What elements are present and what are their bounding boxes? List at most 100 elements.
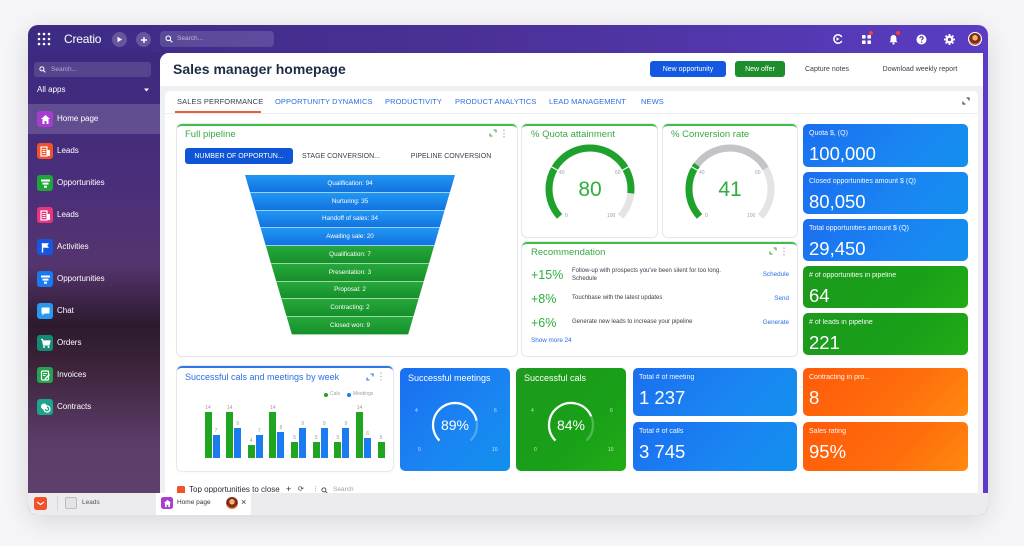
all-apps-dropdown[interactable]: All apps — [28, 82, 160, 98]
bar-meetings[interactable] — [364, 438, 372, 458]
bar-cals[interactable] — [312, 441, 320, 458]
tab-product-analytics[interactable]: PRODUCT ANALYTICS — [455, 97, 537, 106]
segment-pipeline-conversion[interactable]: PIPELINE CONVERSION — [410, 152, 492, 160]
sidebar-search-input[interactable]: Search... — [34, 62, 151, 77]
bar-value-label: 5 — [293, 434, 296, 441]
funnel-stage[interactable]: Nurturing: 35 — [245, 192, 455, 211]
close-icon[interactable]: × — [241, 497, 247, 507]
bar-meetings[interactable] — [255, 435, 263, 458]
funnel-stage[interactable]: Handoff of sales: 34 — [245, 210, 455, 229]
bar-meetings[interactable] — [277, 431, 285, 458]
bar-meetings[interactable] — [234, 428, 242, 458]
segment-number-of-opportunities[interactable]: NUMBER OF OPPORTUN... — [185, 148, 293, 164]
kpi-contracting-in-progress[interactable]: Contracting in pro... 8 — [803, 368, 968, 416]
taskbar-tab-leads[interactable]: Leads — [65, 495, 125, 513]
search-input[interactable]: Search — [333, 486, 354, 493]
funnel-stage[interactable]: Presentation: 3 — [245, 263, 455, 282]
download-weekly-report-button[interactable]: Download weekly report — [882, 65, 958, 73]
more-menu-icon[interactable]: ⋮ — [312, 486, 319, 493]
sidebar-item-home-page[interactable]: Home page — [28, 104, 160, 134]
more-menu-icon[interactable] — [502, 129, 506, 138]
funnel-stage[interactable]: Qualification: 7 — [245, 246, 455, 264]
recommendation-action-send[interactable]: Send — [774, 295, 789, 302]
funnel-icon — [37, 175, 53, 191]
sidebar-item-chat[interactable]: Chat — [28, 296, 160, 326]
more-menu-icon[interactable] — [379, 372, 383, 381]
sidebar-item-leads-2[interactable]: Leads — [28, 200, 160, 230]
funnel-stage[interactable]: Contracting: 2 — [245, 299, 455, 318]
new-offer-button[interactable]: New offer — [735, 61, 785, 77]
creatio-home-icon[interactable] — [34, 497, 47, 510]
capture-notes-button[interactable]: Capture notes — [805, 65, 849, 73]
bar-cals[interactable] — [377, 441, 385, 458]
bar-meetings[interactable] — [342, 428, 350, 458]
sidebar-search-placeholder: Search... — [51, 65, 78, 73]
apps-button[interactable] — [859, 31, 873, 46]
run-button[interactable] — [112, 32, 127, 47]
sidebar-item-orders[interactable]: Orders — [28, 328, 160, 358]
bar-cals[interactable] — [269, 412, 277, 458]
successful-calls-widget[interactable]: Successful cals 84% 4 6 0 10 — [516, 368, 626, 471]
kpi-leads-in-pipeline[interactable]: # of leads in pipeline 221 — [803, 313, 968, 355]
legend-item-calls[interactable]: Cals — [324, 392, 340, 397]
help-button[interactable] — [914, 32, 928, 46]
creatio-ai-button[interactable] — [831, 32, 845, 46]
bar-meetings[interactable] — [212, 435, 220, 458]
tab-sales-performance[interactable]: SALES PERFORMANCE — [177, 97, 264, 106]
bar-cals[interactable] — [204, 412, 212, 458]
legend-item-meetings[interactable]: Meetings — [347, 392, 373, 397]
expand-icon[interactable] — [489, 129, 497, 137]
sidebar-item-activities[interactable]: Activities — [28, 232, 160, 262]
funnel-stage[interactable]: Qualification: 94 — [245, 175, 455, 193]
expand-icon[interactable] — [769, 247, 777, 255]
bar-meetings[interactable] — [320, 428, 328, 458]
search-icon[interactable] — [321, 487, 328, 493]
apps-grid-icon[interactable] — [36, 31, 52, 47]
kpi-total-calls[interactable]: Total # of calls 3 745 — [633, 422, 797, 471]
settings-button[interactable] — [942, 32, 956, 46]
add-button[interactable] — [136, 32, 151, 47]
quota-gauge — [545, 144, 635, 219]
funnel-stage[interactable]: Proposal: 2 — [245, 281, 455, 300]
sidebar-item-opportunities-2[interactable]: Opportunities — [28, 264, 160, 294]
kpi-total-meetings[interactable]: Total # of meeting 1 237 — [633, 368, 797, 416]
recommendation-action-generate[interactable]: Generate — [762, 319, 789, 326]
sidebar-item-leads[interactable]: Leads — [28, 136, 160, 166]
widget-title: Successful cals — [524, 373, 587, 383]
successful-meetings-widget[interactable]: Successful meetings 89% 4 6 0 10 — [400, 368, 510, 471]
expand-icon[interactable] — [366, 373, 374, 381]
new-opportunity-button[interactable]: New opportunity — [650, 61, 726, 77]
sidebar-item-contracts[interactable]: Contracts — [28, 392, 160, 422]
segment-stage-conversion[interactable]: STAGE CONVERSION... — [301, 152, 381, 160]
tab-news[interactable]: NEWS — [641, 97, 664, 106]
add-icon[interactable]: + — [286, 484, 292, 494]
creatio-logo[interactable]: Creatio — [64, 32, 102, 46]
recommendation-action-schedule[interactable]: Schedule — [762, 271, 789, 278]
kpi-total-opportunities-amount[interactable]: Total opportunities amount $ (Q) 29,450 — [803, 219, 968, 261]
bar-cals[interactable] — [291, 441, 299, 458]
funnel-stage[interactable]: Closed won: 9 — [245, 317, 455, 335]
kpi-opportunities-in-pipeline[interactable]: # of opportunities in pipeline 64 — [803, 266, 968, 308]
kpi-closed-opportunities-amount[interactable]: Closed opportunities amount $ (Q) 80,050 — [803, 172, 968, 214]
sidebar-item-invoices[interactable]: Invoices — [28, 360, 160, 390]
bar-cals[interactable] — [334, 441, 342, 458]
kpi-sales-rating[interactable]: Sales rating 95% — [803, 422, 968, 471]
show-more-link[interactable]: Show more 24 — [531, 337, 572, 344]
tab-productivity[interactable]: PRODUCTIVITY — [385, 97, 443, 106]
bar-cals[interactable] — [247, 444, 255, 458]
kpi-quota[interactable]: Quota $, (Q) 100,000 — [803, 124, 968, 167]
global-search-input[interactable]: Search... — [160, 31, 274, 47]
bar-cals[interactable] — [356, 412, 364, 458]
notifications-button[interactable] — [886, 31, 900, 46]
tab-lead-management[interactable]: LEAD MANAGEMENT — [549, 97, 626, 106]
bar-cals[interactable] — [226, 412, 234, 458]
funnel-stage[interactable]: Awaiting sale: 20 — [245, 228, 455, 247]
expand-icon[interactable] — [962, 97, 970, 105]
sidebar-item-opportunities[interactable]: Opportunities — [28, 168, 160, 198]
taskbar-tab-home-page[interactable]: Home page × — [156, 493, 251, 515]
refresh-icon[interactable]: ⟳ — [298, 486, 304, 493]
bar-meetings[interactable] — [299, 428, 307, 458]
user-avatar[interactable] — [968, 32, 982, 46]
tab-opportunity-dynamics[interactable]: OPPORTUNITY DYNAMICS — [275, 97, 373, 106]
more-menu-icon[interactable] — [782, 247, 786, 256]
